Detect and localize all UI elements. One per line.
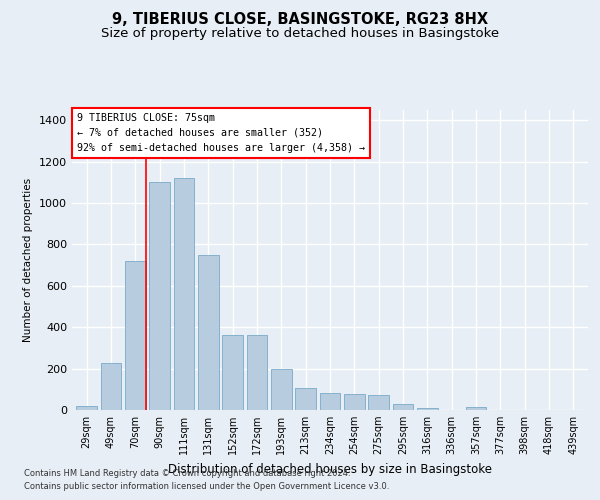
Text: 9 TIBERIUS CLOSE: 75sqm
← 7% of detached houses are smaller (352)
92% of semi-de: 9 TIBERIUS CLOSE: 75sqm ← 7% of detached… [77, 113, 365, 152]
Bar [344, 394, 365, 410]
Bar [101, 363, 121, 410]
Bar [247, 335, 268, 410]
Text: Contains HM Land Registry data © Crown copyright and database right 2024.: Contains HM Land Registry data © Crown c… [24, 468, 350, 477]
Bar [417, 408, 438, 410]
Bar [392, 404, 413, 410]
Bar [125, 262, 146, 410]
Bar [76, 406, 97, 410]
Bar [198, 255, 218, 410]
Bar [173, 178, 194, 410]
Text: 9, TIBERIUS CLOSE, BASINGSTOKE, RG23 8HX: 9, TIBERIUS CLOSE, BASINGSTOKE, RG23 8HX [112, 12, 488, 28]
Text: Contains public sector information licensed under the Open Government Licence v3: Contains public sector information licen… [24, 482, 389, 491]
Bar [271, 368, 292, 410]
Bar [295, 388, 316, 410]
Bar [222, 335, 243, 410]
Bar [466, 406, 487, 410]
Y-axis label: Number of detached properties: Number of detached properties [23, 178, 34, 342]
X-axis label: Distribution of detached houses by size in Basingstoke: Distribution of detached houses by size … [168, 462, 492, 475]
Text: Size of property relative to detached houses in Basingstoke: Size of property relative to detached ho… [101, 28, 499, 40]
Bar [149, 182, 170, 410]
Bar [368, 395, 389, 410]
Bar [320, 394, 340, 410]
